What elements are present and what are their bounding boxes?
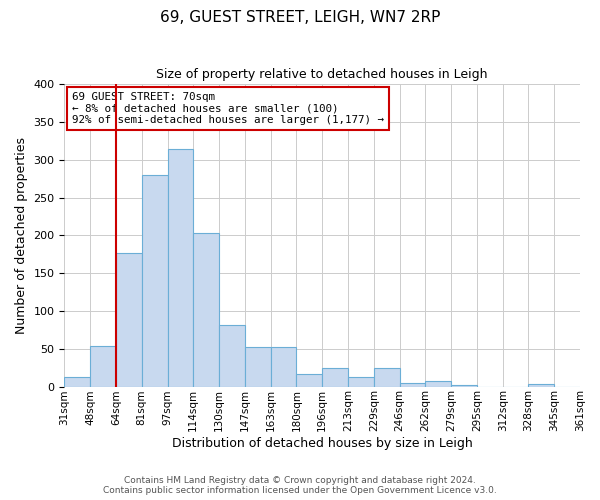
- Bar: [90, 346, 116, 387]
- Bar: [322, 368, 348, 386]
- Bar: [245, 348, 271, 387]
- X-axis label: Distribution of detached houses by size in Leigh: Distribution of detached houses by size …: [172, 437, 473, 450]
- Bar: [425, 382, 451, 386]
- Bar: [271, 348, 296, 387]
- Bar: [451, 385, 477, 386]
- Text: 69, GUEST STREET, LEIGH, WN7 2RP: 69, GUEST STREET, LEIGH, WN7 2RP: [160, 10, 440, 25]
- Title: Size of property relative to detached houses in Leigh: Size of property relative to detached ho…: [157, 68, 488, 80]
- Bar: [116, 253, 142, 386]
- Bar: [529, 384, 554, 386]
- Bar: [296, 374, 322, 386]
- Bar: [193, 233, 219, 386]
- Bar: [400, 383, 425, 386]
- Bar: [64, 376, 90, 386]
- Bar: [142, 175, 167, 386]
- Bar: [167, 148, 193, 386]
- Y-axis label: Number of detached properties: Number of detached properties: [15, 137, 28, 334]
- Bar: [219, 324, 245, 386]
- Text: 69 GUEST STREET: 70sqm
← 8% of detached houses are smaller (100)
92% of semi-det: 69 GUEST STREET: 70sqm ← 8% of detached …: [72, 92, 384, 125]
- Bar: [348, 378, 374, 386]
- Bar: [374, 368, 400, 386]
- Text: Contains HM Land Registry data © Crown copyright and database right 2024.
Contai: Contains HM Land Registry data © Crown c…: [103, 476, 497, 495]
